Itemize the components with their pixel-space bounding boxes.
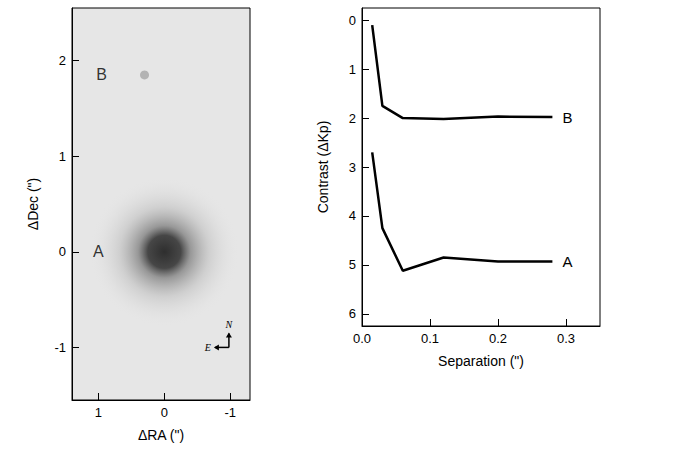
- svg-text:B: B: [96, 66, 107, 83]
- svg-text:1: 1: [349, 62, 356, 77]
- svg-text:A: A: [93, 243, 104, 260]
- svg-text:2: 2: [59, 53, 66, 68]
- svg-text:0.1: 0.1: [421, 331, 439, 346]
- svg-text:0: 0: [161, 405, 168, 420]
- svg-text:N: N: [225, 319, 234, 330]
- svg-text:5: 5: [349, 257, 356, 272]
- svg-text:A: A: [562, 253, 572, 270]
- svg-text:0: 0: [349, 13, 356, 28]
- svg-text:ΔRA ("): ΔRA ("): [138, 427, 184, 443]
- svg-text:Separation ("): Separation ("): [438, 353, 524, 369]
- svg-text:0: 0: [59, 244, 66, 259]
- svg-text:6: 6: [349, 306, 356, 321]
- svg-text:0.0: 0.0: [353, 331, 371, 346]
- svg-text:-1: -1: [54, 340, 66, 355]
- svg-text:0.3: 0.3: [557, 331, 575, 346]
- svg-text:B: B: [562, 109, 572, 126]
- svg-text:3: 3: [349, 160, 356, 175]
- svg-text:Contrast (ΔKp): Contrast (ΔKp): [315, 121, 331, 214]
- svg-text:-1: -1: [224, 405, 236, 420]
- svg-text:4: 4: [349, 208, 356, 223]
- svg-text:2: 2: [349, 111, 356, 126]
- svg-text:1: 1: [59, 149, 66, 164]
- svg-text:E: E: [204, 342, 211, 353]
- svg-text:ΔDec ("): ΔDec ("): [25, 178, 41, 230]
- svg-text:0.2: 0.2: [489, 331, 507, 346]
- svg-text:1: 1: [95, 405, 102, 420]
